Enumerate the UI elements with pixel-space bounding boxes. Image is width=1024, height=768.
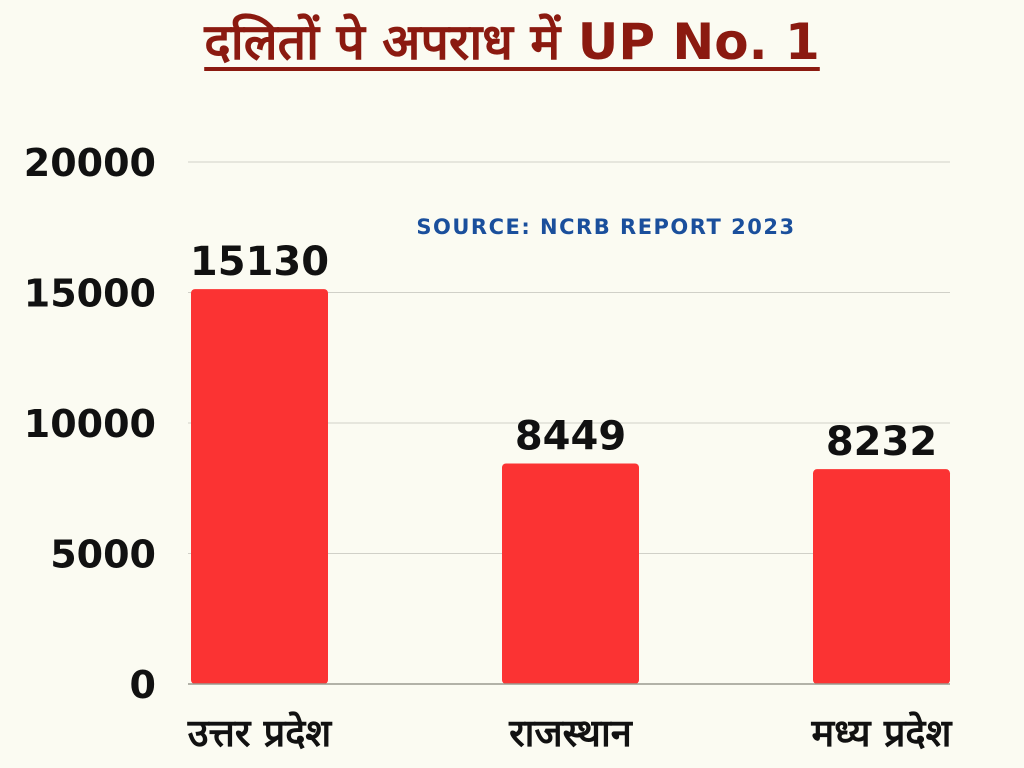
bar: [813, 469, 950, 684]
x-tick-label: राजस्थान: [508, 711, 634, 755]
y-tick-label: 10000: [24, 402, 156, 446]
y-tick-label: 0: [130, 663, 156, 707]
bar: [191, 289, 328, 684]
y-tick-label: 5000: [50, 533, 156, 577]
bar: [502, 463, 639, 684]
chart-title: दलितों पे अपराध में UP No. 1: [204, 13, 820, 71]
data-label: 8232: [826, 419, 937, 465]
y-tick-label: 20000: [24, 141, 156, 185]
data-label: 15130: [190, 239, 329, 285]
x-tick-label: उत्तर प्रदेश: [187, 711, 333, 755]
y-tick-label: 15000: [24, 272, 156, 316]
x-tick-label: मध्य प्रदेश: [811, 711, 953, 755]
source-annotation: SOURCE: NCRB REPORT 2023: [416, 215, 795, 239]
data-label: 8449: [515, 413, 626, 459]
